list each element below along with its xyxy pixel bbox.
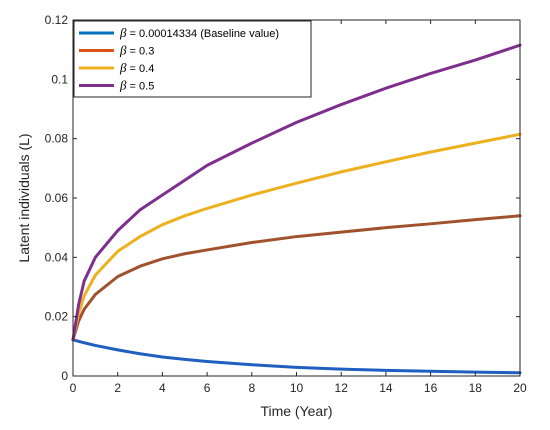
series-line-3 [71, 132, 522, 342]
x-tick-label: 2 [114, 381, 121, 395]
x-tick-label: 18 [469, 381, 483, 395]
legend-beta-symbol: β [119, 25, 127, 40]
series-line-4 [71, 43, 522, 342]
y-tick-label: 0.06 [45, 191, 69, 205]
y-tick-label: 0.02 [45, 310, 69, 324]
x-tick-label: 10 [290, 381, 304, 395]
legend-entry-text: = 0.5 [126, 81, 154, 93]
legend: β = 0.00014334 (Baseline value)β = 0.3β … [73, 20, 312, 98]
plot-area [71, 43, 522, 375]
y-tick-label: 0.12 [45, 13, 69, 27]
legend-entry-text: = 0.3 [126, 46, 154, 58]
legend-beta-symbol: β [119, 43, 127, 58]
y-tick-label: 0.1 [51, 72, 68, 86]
x-tick-label: 4 [159, 381, 166, 395]
x-tick-label: 6 [204, 381, 211, 395]
legend-entry-1: β = 0.00014334 (Baseline value) [119, 25, 279, 40]
legend-beta-symbol: β [119, 78, 127, 93]
x-tick-label: 12 [335, 381, 349, 395]
x-tick-label: 14 [379, 381, 393, 395]
legend-beta-symbol: β [119, 60, 127, 75]
x-tick-label: 0 [70, 381, 77, 395]
legend-entry-2: β = 0.3 [119, 43, 154, 58]
legend-entry-text: = 0.4 [126, 63, 154, 75]
axes: 0 2 4 6 8 10 12 14 16 18 20 0 0.02 0.04 0.06 0.08 0.1 0.1… [45, 13, 527, 395]
x-axis-label: Time (Year) [260, 403, 332, 419]
y-axis-label: Latent individuals (L) [16, 133, 32, 262]
legend-entry-3: β = 0.4 [119, 60, 154, 75]
y-tick-label: 0.08 [45, 132, 69, 146]
y-tick-label: 0.04 [45, 250, 69, 264]
x-tick-label: 20 [513, 381, 527, 395]
x-tick-label: 8 [248, 381, 255, 395]
legend-entry-text: = 0.00014334 (Baseline value) [126, 28, 279, 40]
legend-entry-4: β = 0.5 [119, 78, 154, 93]
x-tick-label: 16 [424, 381, 438, 395]
series-line-1 [71, 338, 522, 375]
y-tick-label: 0 [61, 369, 68, 383]
series-line-2 [71, 214, 522, 342]
